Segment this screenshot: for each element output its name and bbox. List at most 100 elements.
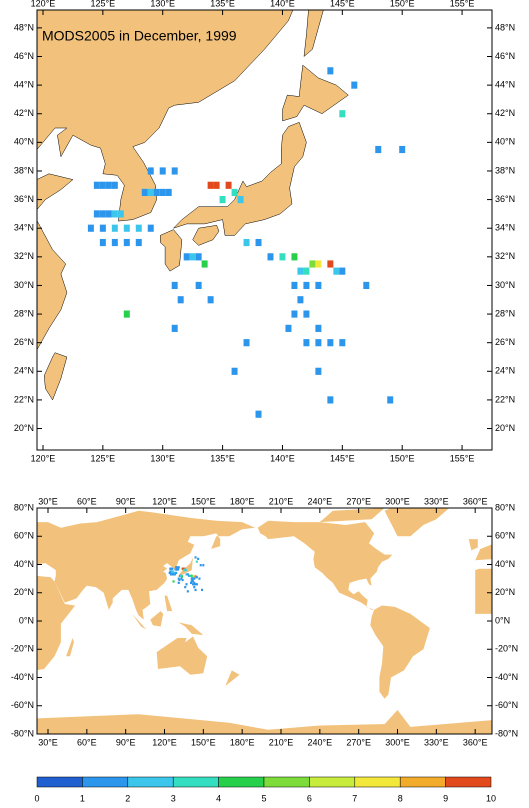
cell [191,580,195,583]
x-tick-label: 270°E [346,737,371,747]
cell [177,566,180,569]
cell [303,267,310,275]
land [177,557,193,578]
cell [315,281,322,290]
y-tick-label: 22°N [14,394,34,404]
colorbar-label: 0 [34,793,39,803]
cell [172,573,175,576]
cell [183,253,190,261]
cell [193,577,196,580]
x-tick-label: 30°E [38,496,58,506]
cell [169,573,173,576]
cell [180,577,183,580]
cell [171,567,174,570]
y-tick-label: 44°N [14,79,34,89]
y-tick-label: -20°N [11,644,34,654]
cell [111,224,118,232]
colorbar-label: 7 [352,793,357,803]
cell [339,110,346,118]
land [475,568,492,614]
y-tick-label: 34°N [495,223,515,233]
cell [194,556,197,559]
cell [175,566,178,569]
cell [159,167,166,175]
y-tick-label: -20°N [495,644,518,654]
cell [185,573,188,576]
cell [135,238,142,247]
x-tick-label: 360°E [463,496,488,506]
colorbar-label: 3 [171,793,176,803]
cell [193,585,196,589]
colorbar-swatch [399,776,446,788]
land [37,510,256,620]
cell [189,253,196,261]
cell [99,238,106,247]
cell [171,573,174,576]
land [225,670,240,686]
x-tick-label: 300°E [385,496,410,506]
y-tick-label: -60°N [11,700,34,710]
cell [171,571,174,575]
cell [195,253,202,261]
colorbar-label: 6 [307,793,312,803]
y-tick-label: 22°N [495,394,515,404]
x-tick-label: 140°E [270,0,295,8]
cell [186,573,189,576]
cell [176,566,179,569]
cell [159,188,166,197]
land [66,638,74,657]
x-tick-label: 135°E [210,0,235,8]
colorbar-label: 10 [486,793,496,803]
cell [171,281,178,290]
cell [297,267,304,275]
x-tick-label: 90°E [116,496,136,506]
y-tick-label: 40°N [14,559,34,569]
x-tick-label: 120°E [152,496,177,506]
colorbar-label: 4 [216,793,221,803]
cell [190,574,193,577]
colorbar-swatch [218,776,265,788]
y-tick-label: 46°N [14,51,34,61]
y-tick-label: 48°N [495,22,515,32]
cell [201,588,204,592]
cell [193,575,196,578]
y-tick-label: 80°N [495,502,515,512]
cell [93,181,100,189]
cell [243,339,250,347]
colorbar-swatch [82,776,129,788]
cell [375,145,382,154]
colorbar-swatch [127,776,174,788]
colorbar-label: 1 [80,793,85,803]
cell [181,578,184,582]
x-tick-label: 210°E [269,737,294,747]
x-tick-label: 135°E [210,453,235,463]
cell [202,564,205,567]
y-tick-label: 48°N [14,22,34,32]
cell [93,210,100,218]
x-tick-label: 330°E [424,737,449,747]
y-tick-label: 40°N [495,559,515,569]
land [303,10,324,58]
y-tick-label: 40°N [14,137,34,147]
y-tick-label: -80°N [495,728,518,738]
land [282,64,349,122]
cell [231,367,238,375]
cell [165,188,172,197]
colorbar-label: 9 [443,793,448,803]
cell [184,569,187,572]
y-tick-label: 38°N [14,165,34,175]
x-tick-label: 155°E [450,453,475,463]
x-tick-label: 140°E [270,453,295,463]
y-tick-label: 36°N [14,194,34,204]
land [468,539,478,551]
y-tick-label: 28°N [495,308,515,318]
x-tick-label: 120°E [152,737,177,747]
land [257,520,393,610]
cell [225,181,232,189]
y-tick-label: 20°N [495,423,515,433]
y-tick-label: 24°N [495,366,515,376]
cell [147,224,154,232]
cell [327,260,334,268]
cell [315,339,322,347]
colorbar-swatch [309,776,356,788]
